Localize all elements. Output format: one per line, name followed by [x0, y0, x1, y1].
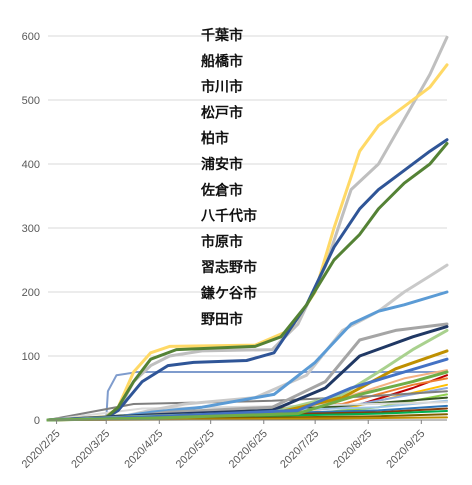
- x-tick-label: 2020/6/25: [227, 428, 270, 471]
- legend-label: 船橋市: [201, 53, 243, 70]
- x-tick-labels: 2020/2/25 2020/3/25 2020/4/25 2020/5/25 2020…: [20, 420, 427, 471]
- legend-label: 野田市: [201, 311, 243, 328]
- series-line-minor: [47, 401, 448, 421]
- series-line-minor: [47, 390, 448, 421]
- x-tick-label: 2020/2/25: [20, 428, 63, 471]
- y-tick-label: 500: [22, 95, 40, 107]
- legend-label: 浦安市: [201, 156, 243, 173]
- legend-label: 千葉市: [201, 27, 243, 44]
- legend-label: 佐倉市: [200, 182, 243, 199]
- legend-label: 柏市: [201, 130, 229, 147]
- x-tick-label: 2020/5/25: [174, 428, 217, 471]
- y-tick-labels: 0 100 200 300 400 500 600: [22, 31, 40, 427]
- legend-label: 八千代市: [200, 208, 257, 225]
- x-tick-label: 2020/9/25: [384, 428, 427, 471]
- x-tick-label: 2020/7/25: [278, 428, 321, 471]
- series-line: [46, 370, 449, 422]
- legend-label: 松戸市: [201, 104, 243, 121]
- series-lines: [46, 35, 449, 422]
- x-tick-label: 2020/3/25: [69, 428, 112, 471]
- y-tick-label: 300: [22, 223, 40, 235]
- legend-label: 市原市: [201, 233, 243, 250]
- legend-label: 習志野市: [201, 259, 257, 276]
- series-line: [46, 142, 449, 422]
- x-tick-label: 2020/8/25: [331, 428, 374, 471]
- y-tick-label: 400: [22, 159, 40, 171]
- x-tick-label: 2020/4/25: [122, 428, 165, 471]
- y-tick-label: 0: [34, 415, 40, 427]
- y-tick-label: 100: [22, 351, 40, 363]
- series-line: [46, 35, 449, 422]
- legend-label: 市川市: [201, 79, 243, 96]
- y-tick-label: 200: [22, 287, 40, 299]
- series-line: [46, 138, 449, 422]
- y-tick-label: 600: [22, 31, 40, 43]
- legend-label: 鎌ケ谷市: [200, 285, 257, 302]
- gridlines: [48, 35, 447, 357]
